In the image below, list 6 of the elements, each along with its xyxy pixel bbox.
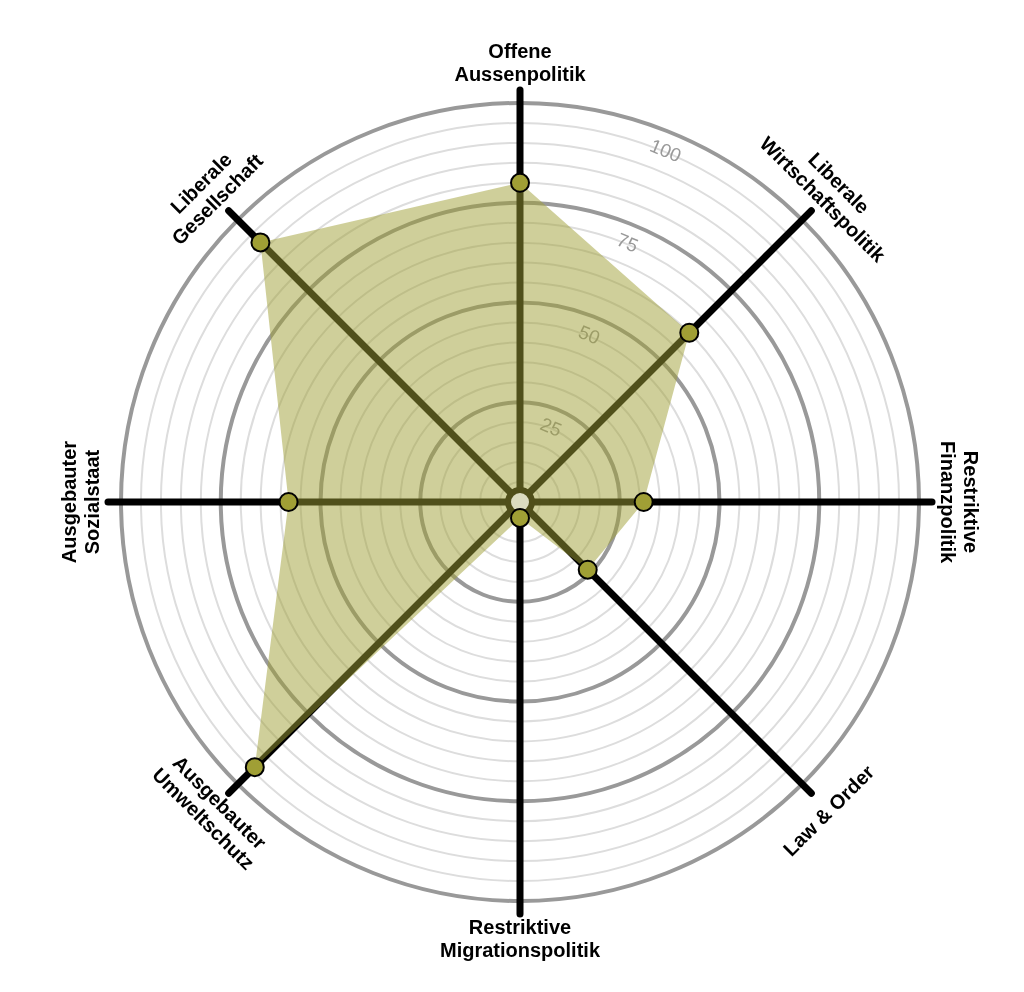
y-tick-label: 75: [613, 228, 642, 257]
spoke-label: Offene Aussenpolitik: [454, 39, 587, 85]
y-tick-label: 100: [646, 134, 685, 167]
spoke-label: Restriktive Migrationspolitik: [440, 915, 601, 961]
spoke-label: Restriktive Finanzpolitik: [937, 440, 983, 564]
spoke-label: Ausgebauter Sozialstaat: [57, 440, 103, 564]
